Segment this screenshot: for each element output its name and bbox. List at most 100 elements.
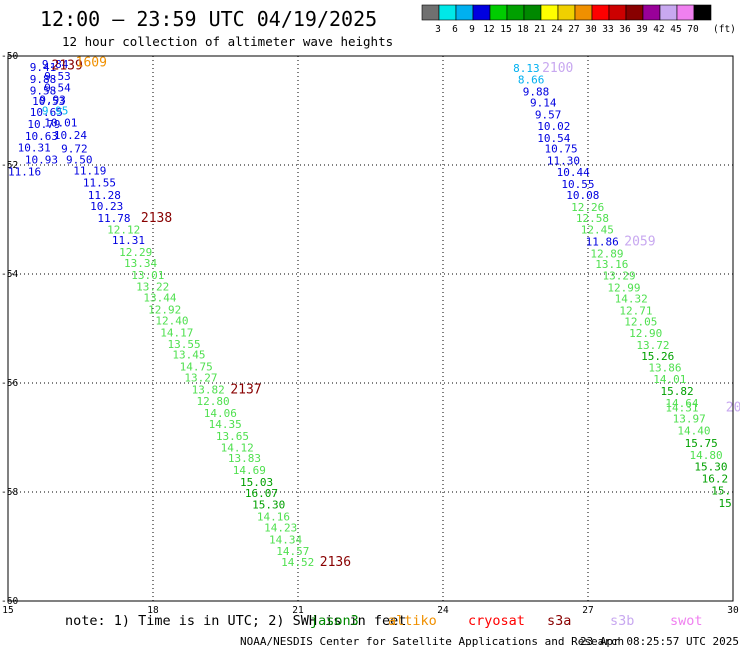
pass-time-label: 2100 xyxy=(542,61,573,76)
colorbar-label: 12 xyxy=(483,24,494,35)
colorbar-label: 39 xyxy=(636,24,648,35)
wave-height-label: 12.29 xyxy=(119,246,152,259)
wave-height-label: 12.40 xyxy=(155,314,188,327)
wave-height-label: 14.57 xyxy=(276,545,309,558)
colorbar-legend: 3 6 9 12 15 18 21 24 27 30 33 36 39 42 45 70 (ft) xyxy=(421,4,736,35)
wave-height-label: 13.22 xyxy=(136,281,169,294)
wave-height-label: 14.31 xyxy=(665,402,698,415)
colorbar-label: 15 xyxy=(500,24,511,35)
colorbar-label: 70 xyxy=(687,24,699,35)
wave-height-label: 15.30 xyxy=(252,499,285,512)
x-tick-label: 18 xyxy=(147,605,159,616)
x-tick-label: 24 xyxy=(437,605,449,616)
wave-height-labels: 9.419.84213916099.889.539.589.5410.539.9… xyxy=(8,56,740,570)
satellite-legend-item: jason3 xyxy=(310,613,359,629)
pass-time-label: 205 xyxy=(726,401,740,416)
colorbar-label: 42 xyxy=(653,24,664,35)
wave-height-label: 15.75 xyxy=(685,437,718,450)
wave-height-label: 10.44 xyxy=(557,166,590,179)
colorbar-swatch xyxy=(489,4,508,21)
wave-height-label: 13.82 xyxy=(192,384,225,397)
wave-height-label: 14.69 xyxy=(233,464,266,477)
wave-height-label: 13.72 xyxy=(636,339,669,352)
wave-height-label: 10.08 xyxy=(566,189,599,202)
wave-height-label: 10.01 xyxy=(44,116,77,129)
wave-height-label: 9.57 xyxy=(535,108,562,121)
colorbar-swatch xyxy=(642,4,661,21)
wave-height-label: 11.31 xyxy=(112,234,145,247)
footer-timestamp: 23 Apr 08:25:57 UTC 2025 xyxy=(580,635,739,648)
pass-time-label: 2139 xyxy=(52,58,83,73)
wave-height-label: 14.64 xyxy=(665,397,698,410)
wave-height-label: 13.65 xyxy=(216,430,249,443)
colorbar-swatch xyxy=(693,4,712,21)
colorbar-label: 24 xyxy=(551,24,563,35)
wave-height-label: 12.99 xyxy=(607,282,640,295)
colorbar-swatch xyxy=(523,4,542,21)
wave-height-label: 8.66 xyxy=(518,73,545,86)
wave-height-label: 12.45 xyxy=(581,223,614,236)
wave-height-label: 12.05 xyxy=(624,315,657,328)
colorbar-label: 36 xyxy=(619,24,631,35)
colorbar-swatch xyxy=(608,4,627,21)
wave-height-label: 14.32 xyxy=(615,293,648,306)
wave-height-label: 13.86 xyxy=(648,362,681,375)
wave-height-label: 14.01 xyxy=(653,373,686,386)
wave-height-label: 10.79 xyxy=(27,118,60,131)
wave-height-label: 10.23 xyxy=(90,200,123,213)
pass-time-label: 2137 xyxy=(230,383,261,398)
colorbar-unit: (ft) xyxy=(713,24,736,35)
wave-height-label: 13.27 xyxy=(184,372,217,385)
wave-height-label: 14.12 xyxy=(221,441,254,454)
wave-height-label: 12.26 xyxy=(571,201,604,214)
wave-height-label: 9.95 xyxy=(42,105,68,118)
wave-height-label: 11.78 xyxy=(97,212,130,225)
wave-height-label: 10.24 xyxy=(54,129,87,142)
colorbar-label: 9 xyxy=(469,24,475,35)
wave-height-label: 14.35 xyxy=(209,418,242,431)
y-tick-label: -50 xyxy=(1,51,18,62)
x-tick-label: 27 xyxy=(582,605,593,616)
pass-time-label: 2059 xyxy=(624,234,655,249)
wave-height-label: 14.23 xyxy=(264,521,297,534)
satellite-legend-item: altiko xyxy=(388,613,437,629)
colorbar-label: 18 xyxy=(517,24,529,35)
wave-height-label: 13.45 xyxy=(172,349,205,362)
wave-height-label: 16.07 xyxy=(245,487,278,500)
wave-height-label: 11.86 xyxy=(586,235,619,248)
wave-height-label: 14.16 xyxy=(257,511,290,524)
wave-height-label: 12.92 xyxy=(148,303,181,316)
plot-frame xyxy=(7,55,734,602)
chart-subtitle: 12 hour collection of altimeter wave hei… xyxy=(62,34,393,49)
colorbar-label: 21 xyxy=(534,24,546,35)
colorbar-swatch xyxy=(591,4,610,21)
x-tick-label: 30 xyxy=(727,605,739,616)
wave-height-label: 16.2 xyxy=(702,472,729,485)
grid-lines xyxy=(8,56,733,601)
wave-height-label: 11.55 xyxy=(83,176,116,189)
wave-height-label: 9.88 xyxy=(523,85,550,98)
wave-height-label: 14.17 xyxy=(160,326,193,339)
wave-height-label: 13.83 xyxy=(228,452,261,465)
wave-height-label: 10.54 xyxy=(537,132,570,145)
footer-credit: NOAA/NESDIS Center for Satellite Applica… xyxy=(240,635,624,648)
wave-height-label: 10.02 xyxy=(537,120,570,133)
wave-height-label: 9.58 xyxy=(30,84,57,97)
wave-height-label: 14.34 xyxy=(269,533,302,546)
wave-height-label: 12.12 xyxy=(107,223,140,236)
colorbar-swatch xyxy=(676,4,695,21)
wave-height-label: 9.93 xyxy=(39,94,66,107)
wave-height-label: 13.55 xyxy=(168,338,201,351)
wave-height-label: 10.31 xyxy=(18,142,51,155)
colorbar-swatch xyxy=(472,4,491,21)
y-tick-label: -60 xyxy=(1,596,18,607)
wave-height-label: 11.28 xyxy=(88,189,121,202)
wave-height-label: 12.90 xyxy=(629,327,662,340)
wave-height-label: 9.88 xyxy=(30,73,57,86)
wave-height-label: 11.19 xyxy=(73,164,106,177)
colorbar-label: 33 xyxy=(602,24,613,35)
colorbar-swatch xyxy=(506,4,525,21)
wave-height-label: 12.58 xyxy=(576,212,609,225)
